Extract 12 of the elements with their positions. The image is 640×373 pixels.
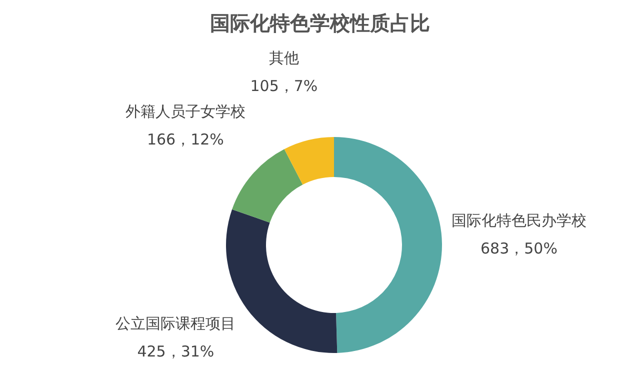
data-label: 105，7% xyxy=(250,76,318,95)
donut-slice xyxy=(284,137,334,185)
chart-title: 国际化特色学校性质占比 xyxy=(210,11,430,35)
data-label: 166，12% xyxy=(146,130,224,149)
slice-label: 公立国际课程项目 xyxy=(116,314,236,332)
slice-label: 外籍人员子女学校 xyxy=(125,102,246,121)
data-label: 683，50% xyxy=(480,239,558,258)
donut-slice xyxy=(334,137,442,353)
data-label: 425，31% xyxy=(137,342,214,360)
donut-slice xyxy=(232,149,303,223)
slice-label: 国际化特色民办学校 xyxy=(451,211,586,230)
slice-label: 其他 xyxy=(268,48,299,67)
